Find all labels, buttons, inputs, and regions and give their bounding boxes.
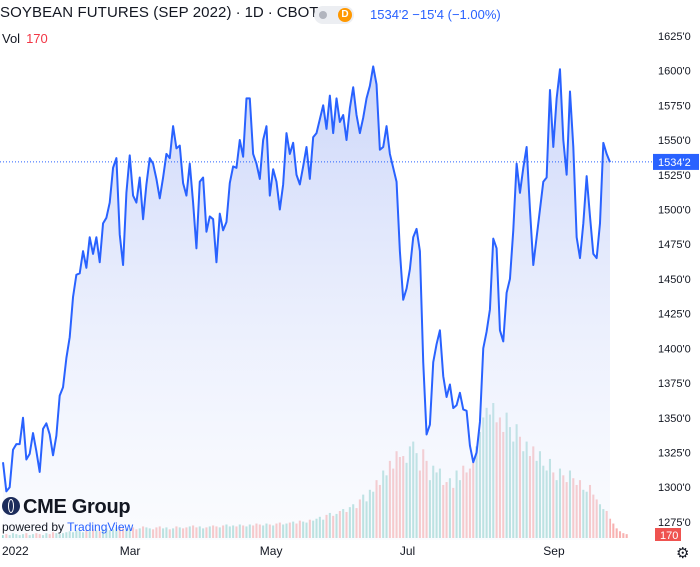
x-tick-label: May <box>260 544 283 558</box>
globe-icon <box>2 497 20 515</box>
powered-prefix: powered by <box>2 520 68 534</box>
volume-bar <box>618 531 622 538</box>
volume-bar <box>622 533 625 538</box>
y-tick-label: 1550'0 <box>658 135 691 147</box>
volume-bar <box>625 534 628 538</box>
y-tick-label: 1300'0 <box>658 482 691 494</box>
volume-value: 170 <box>26 31 48 46</box>
cme-group-logo: CME Group <box>2 496 131 519</box>
time-axis[interactable]: 2022 Mar May Jul Sep <box>2 544 565 558</box>
x-tick-label: Mar <box>120 544 141 558</box>
tradingview-brand: TradingView <box>67 520 134 534</box>
y-tick-label: 1375'0 <box>658 378 691 390</box>
x-tick-label: Sep <box>543 544 565 558</box>
logo-text: CME Group <box>23 496 131 518</box>
y-tick-label: 1500'0 <box>658 204 691 216</box>
price-area-fill <box>3 66 610 540</box>
last-volume-label: 170 <box>655 528 681 542</box>
y-tick-label: 1350'0 <box>658 413 691 425</box>
x-tick-label: 2022 <box>2 544 29 558</box>
last-price-label-text: 1534'2 <box>658 157 691 169</box>
chart-legend: SOYBEAN FUTURES (SEP 2022) · 1D · CBOT <box>0 4 318 21</box>
volume-label: Vol <box>2 31 21 46</box>
price-axis[interactable]: 1625'0 1600'0 1575'0 1550'0 1525'0 1500'0 1475… <box>658 31 691 529</box>
volume-bar <box>612 523 615 538</box>
volume-bar <box>608 518 612 538</box>
gear-icon[interactable]: ⚙ <box>676 545 690 562</box>
powered-by[interactable]: powered by TradingView <box>2 520 133 534</box>
delayed-badge: D <box>338 8 352 22</box>
y-tick-label: 1625'0 <box>658 31 691 43</box>
y-tick-label: 1525'0 <box>658 170 691 182</box>
volume-bar <box>615 528 618 538</box>
y-tick-label: 1475'0 <box>658 239 691 251</box>
legend-separator: · <box>235 4 241 21</box>
y-tick-label: 1575'0 <box>658 100 691 112</box>
y-tick-label: 1275'0 <box>658 517 691 529</box>
x-tick-label: Jul <box>400 544 415 558</box>
y-tick-label: 1325'0 <box>658 448 691 460</box>
last-price-label: 1534'2 <box>653 153 699 170</box>
y-tick-label: 1400'0 <box>658 343 691 355</box>
price-line <box>2 65 611 493</box>
market-status-pill[interactable]: D <box>314 6 354 24</box>
y-tick-label: 1450'0 <box>658 274 691 286</box>
status-dot-icon <box>319 11 327 19</box>
exchange-label: CBOT <box>276 4 319 21</box>
interval-label[interactable]: 1D <box>244 4 264 21</box>
volume-legend[interactable]: Vol 170 <box>2 31 48 46</box>
symbol-title[interactable]: SOYBEAN FUTURES (SEP 2022) <box>0 4 232 21</box>
y-tick-label: 1425'0 <box>658 309 691 321</box>
legend-separator: · <box>267 4 273 21</box>
last-volume-label-text: 170 <box>660 530 678 542</box>
y-tick-label: 1600'0 <box>658 66 691 78</box>
last-quote: 1534'2 −15'4 (−1.00%) <box>370 7 501 22</box>
